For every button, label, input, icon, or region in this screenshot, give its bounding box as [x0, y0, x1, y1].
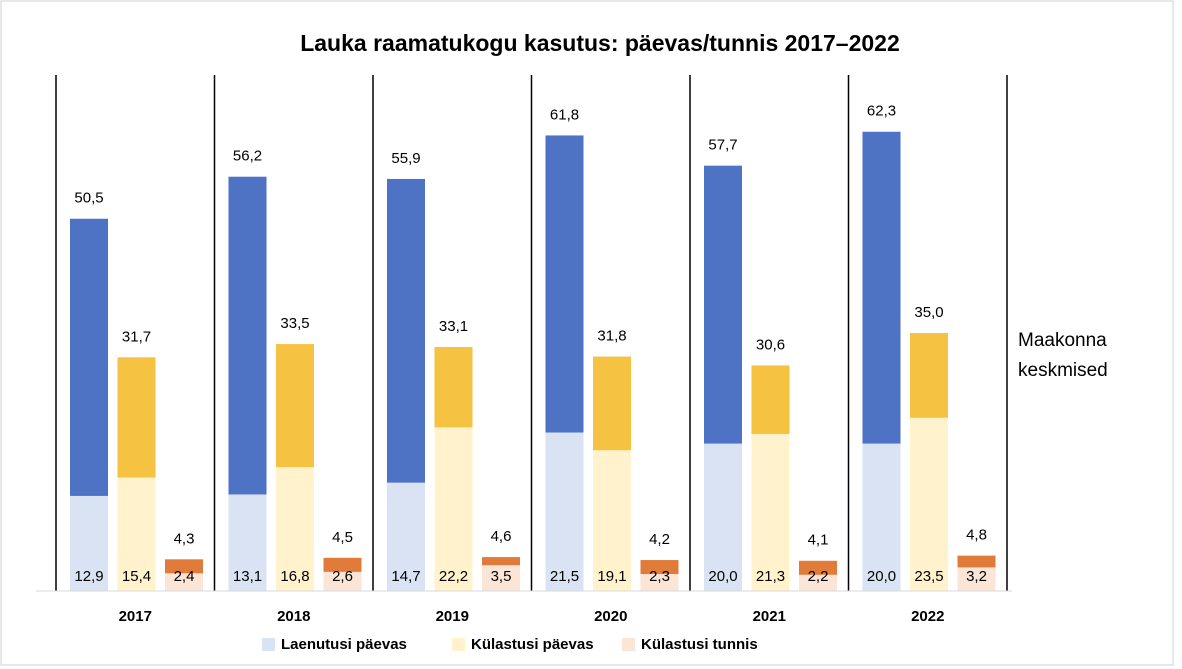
- value-label: 21,3: [756, 568, 785, 585]
- bar: [323, 571, 362, 591]
- bar: [434, 427, 473, 591]
- value-label: 22,2: [439, 568, 468, 585]
- value-label: 14,7: [391, 568, 420, 585]
- bar: [910, 417, 948, 591]
- value-label: 20,0: [867, 568, 896, 585]
- value-label: 12,9: [74, 568, 103, 585]
- bar: [640, 574, 679, 591]
- value-label: 2,3: [649, 568, 670, 585]
- county-value-label: 33,1: [439, 318, 468, 335]
- bar: [482, 565, 520, 591]
- value-label: 3,5: [491, 568, 512, 585]
- value-label: 2,6: [332, 568, 353, 585]
- value-label: 23,5: [914, 568, 943, 585]
- county-value-label: 33,5: [280, 315, 309, 332]
- county-value-label: 4,3: [174, 530, 195, 547]
- chart-title: Lauka raamatukogu kasutus: päevas/tunnis…: [300, 30, 900, 56]
- x-tick-label: 2022: [911, 608, 944, 625]
- bar: [545, 432, 584, 591]
- county-value-label: 62,3: [867, 103, 896, 120]
- x-tick-label: 2017: [119, 608, 152, 625]
- value-label: 16,8: [280, 568, 309, 585]
- legend-label: Laenutusi päevas: [281, 636, 407, 653]
- county-value-label: 55,9: [391, 150, 420, 167]
- county-value-label: 4,5: [332, 529, 353, 546]
- bar: [751, 433, 790, 591]
- legend-swatch: [622, 638, 635, 651]
- county-value-label: 61,8: [550, 106, 579, 123]
- bar: [862, 443, 901, 591]
- value-label: 15,4: [122, 568, 151, 585]
- legend-label: Külastusi tunnis: [641, 636, 758, 653]
- annotation: Maakonna keskmised: [1018, 330, 1108, 381]
- bar: [957, 567, 996, 591]
- x-tick-label: 2019: [436, 608, 469, 625]
- legend-swatch: [262, 638, 275, 651]
- bar: [276, 467, 314, 591]
- x-tick-label: 2020: [594, 608, 627, 625]
- bar: [70, 495, 108, 591]
- county-value-label: 50,5: [74, 190, 103, 207]
- legend-label: Külastusi päevas: [471, 636, 594, 653]
- county-value-label: 4,1: [808, 532, 829, 549]
- value-label: 2,4: [174, 568, 195, 585]
- legend-swatch: [452, 638, 465, 651]
- value-label: 20,0: [708, 568, 737, 585]
- value-label: 21,5: [550, 568, 579, 585]
- bar: [117, 477, 156, 591]
- bar: [799, 574, 837, 591]
- county-value-label: 31,7: [122, 328, 151, 345]
- county-value-label: 35,0: [914, 304, 943, 321]
- bar: [228, 494, 267, 591]
- county-value-label: 4,6: [491, 528, 512, 545]
- county-value-label: 30,6: [756, 336, 785, 353]
- county-value-label: 4,2: [649, 531, 670, 548]
- bar: [165, 573, 203, 591]
- county-value-label: 56,2: [233, 148, 262, 165]
- county-value-label: 4,8: [966, 527, 987, 544]
- x-tick-label: 2018: [277, 608, 310, 625]
- value-label: 19,1: [597, 568, 626, 585]
- value-label: 13,1: [233, 568, 262, 585]
- value-label: 2,2: [808, 568, 829, 585]
- x-tick-label: 2021: [753, 608, 786, 625]
- bar: [387, 482, 425, 591]
- bar: [704, 443, 742, 591]
- value-label: 3,2: [966, 568, 987, 585]
- county-value-label: 31,8: [597, 328, 626, 345]
- bar: [593, 450, 631, 591]
- county-value-label: 57,7: [708, 137, 737, 154]
